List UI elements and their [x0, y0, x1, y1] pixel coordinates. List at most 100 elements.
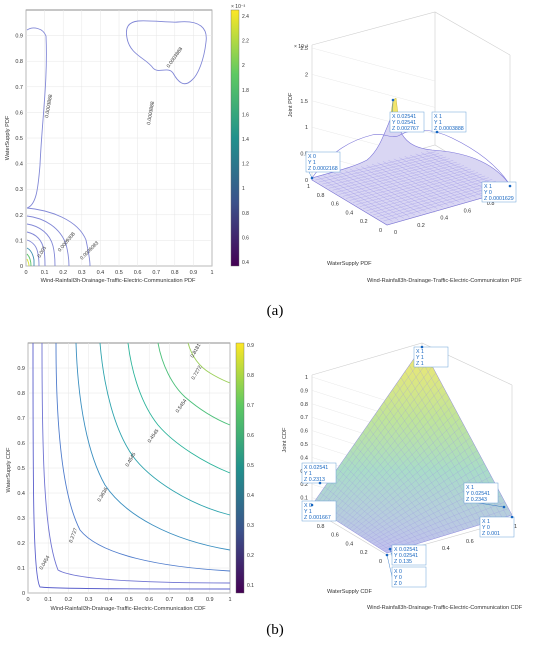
- surface-a-ztick: 0.5: [300, 152, 308, 158]
- surface-a-xlabel: Wind-Rainfall3h-Drainage-Traffic-Electri…: [367, 278, 522, 284]
- contour-b-ytick: 0.6: [17, 441, 25, 447]
- surface-b-datatip-x: X 0.02541: [394, 547, 418, 553]
- surface-a-datatip[interactable]: X 0Y 1Z 0.0002168: [305, 151, 341, 180]
- contour-b-ylabel: WaterSupply CDF: [6, 447, 12, 492]
- contour-a-colorbar-tick: 2: [242, 63, 245, 69]
- surface-a-datatip-x: X 0.02541: [392, 114, 416, 120]
- contour-a-level-label-mid: 0.0003888: [146, 101, 156, 126]
- contour-b-ytick: 0.2: [17, 541, 25, 547]
- surface-b-datatip-y: Y 1: [416, 355, 424, 361]
- contour-b-xtick: 0.1: [44, 597, 52, 603]
- contour-b-ytick: 0.1: [17, 566, 25, 572]
- contour-b-lines: [32, 342, 231, 590]
- contour-b-xtick: 0.7: [166, 597, 174, 603]
- contour-a-colorbar-tick: 1.8: [242, 88, 249, 94]
- contour-a-level-label-corner-3: 0.001: [37, 245, 49, 259]
- surface-b-datatip-y: Y 0: [482, 525, 490, 531]
- surface-a-datatip[interactable]: X 1Y 1Z 0.0003888: [431, 111, 467, 134]
- surface-b-datatip-x: X 1: [416, 349, 424, 355]
- surface-b-datatip-y: Y 1: [304, 471, 312, 477]
- surface-a-datatip-y: Y 0.02541: [392, 120, 416, 126]
- surface-b-ztick: 0.4: [300, 455, 308, 461]
- surface-b-datatip[interactable]: X 1Y 0Z 0.001: [479, 515, 515, 538]
- contour-a-ytick: 0.5: [15, 136, 23, 142]
- contour-b-colorbar-tick: 0.9: [247, 343, 254, 349]
- pdf-surface-plot: 0 0.5 1 1.5 2 2.5 × 10⁻³ Joint PDF 0 0.2 0.4 0.6…: [288, 11, 522, 284]
- contour-a-line-corner-6: [26, 247, 35, 266]
- surface-a-datatip-x: X 1: [434, 114, 442, 120]
- contour-b-ytick: 0.7: [17, 416, 25, 422]
- surface-b-ylabel: WaterSupply CDF: [327, 589, 372, 595]
- surface-a-datatip-z: Z 0.002767: [392, 126, 419, 132]
- contour-b-line-6: [127, 342, 231, 474]
- contour-a-xtick: 0: [24, 270, 27, 276]
- surface-a-xtick: 0.2: [417, 223, 425, 229]
- surface-a-ztick: 2.5: [300, 46, 308, 52]
- contour-a-line-left: [26, 27, 47, 209]
- surface-b-datatip[interactable]: X 0Y 1Z 0.001667: [301, 500, 337, 522]
- contour-b-colorbar-tick: 0.6: [247, 433, 254, 439]
- contour-b-colorbar-tick: 0.2: [247, 553, 254, 559]
- contour-b-line-3: [55, 342, 231, 572]
- contour-b-ytick: 0.5: [17, 466, 25, 472]
- contour-a-line-corner-4: [26, 231, 46, 267]
- surface-b-datatip-x: X 1: [466, 485, 474, 491]
- surface-a-xtick: 0.8: [487, 201, 495, 207]
- contour-b-xtick: 0: [26, 597, 29, 603]
- surface-a-datatip-z: Z 0.0003888: [434, 126, 464, 132]
- surface-b-datatip-x: X 0.02541: [304, 465, 328, 471]
- surface-b-datatip-z: Z 1: [416, 361, 424, 367]
- contour-a-ytick: 0.2: [15, 213, 23, 219]
- surface-a-datatip-y: Y 1: [308, 160, 316, 166]
- surface-b-datatip-z: Z 0.2343: [466, 497, 487, 503]
- surface-a-datatip[interactable]: X 1Y 0Z 0.0001629: [481, 181, 517, 203]
- surface-b-xlabel: Wind-Rainfall3h-Drainage-Traffic-Electri…: [367, 605, 523, 611]
- contour-b-ytick: 0.3: [17, 516, 25, 522]
- surface-b-xtick: 0.6: [466, 539, 474, 545]
- contour-b-ytick: 0.9: [17, 366, 25, 372]
- surface-b-datatip-x: X 0: [394, 569, 402, 575]
- contour-a-ytick: 0: [20, 264, 23, 270]
- contour-a-ytick: 0.4: [15, 162, 23, 168]
- surface-b-datatip-z: Z 0.135: [394, 559, 412, 565]
- surface-b-ytick: 0.8: [317, 524, 325, 530]
- contour-a-colorbar-tick: 0.6: [242, 235, 249, 241]
- contour-b-xtick: 0.8: [186, 597, 194, 603]
- contour-a-ytick: 0.6: [15, 110, 23, 116]
- contour-b-colorbar-tick: 0.3: [247, 523, 254, 529]
- surface-b-ytick: 0.4: [346, 541, 354, 547]
- contour-a-colorbar-exponent: × 10⁻³: [231, 4, 246, 10]
- surface-a-ztick: 2: [305, 72, 308, 78]
- surface-b-datatip-z: Z 0.001667: [304, 515, 331, 521]
- surface-a-ytick: 0.8: [317, 193, 325, 199]
- contour-a-ytick: 0.3: [15, 187, 23, 193]
- contour-a-xlabel: Wind-Rainfall3h-Drainage-Traffic-Electri…: [41, 278, 196, 284]
- surface-a-ytick: 0.4: [346, 210, 354, 216]
- contour-a-ytick: 0.9: [15, 34, 23, 40]
- contour-b-line-1: [32, 342, 231, 590]
- contour-a-line-corner-3: [26, 223, 56, 267]
- contour-a-xtick: 0.7: [152, 270, 160, 276]
- surface-b-datatip-x: X 0: [304, 503, 312, 509]
- contour-b-ytick: 0: [22, 591, 25, 597]
- contour-b-line-7: [157, 342, 231, 426]
- surface-b-xtick: 0.4: [442, 546, 450, 552]
- contour-b-colorbar-tick: 0.5: [247, 463, 254, 469]
- surface-a-ytick: 0.2: [360, 219, 368, 225]
- contour-b-line-2: [41, 342, 231, 584]
- surface-a-xtick: 0.4: [440, 216, 448, 222]
- contour-b-xtick: 1: [228, 597, 231, 603]
- contour-b-level-label-2: 0.2727: [68, 527, 79, 544]
- surface-b-datatip[interactable]: X 0Y 0Z 0: [385, 553, 427, 588]
- panel-b-label: (b): [266, 622, 284, 638]
- surface-b-datatip-z: Z 0.001: [482, 531, 500, 537]
- contour-b-colorbar-tick: 0.7: [247, 403, 254, 409]
- surface-b-datatip[interactable]: X 1Y 1Z 1: [413, 345, 449, 368]
- surface-b-datatip-y: Y 0: [394, 575, 402, 581]
- contour-b-colorbar-tick: 0.8: [247, 373, 254, 379]
- pdf-contour-plot: 0.0003888 0.0003888 0.0003888 0.0006083 …: [5, 4, 249, 284]
